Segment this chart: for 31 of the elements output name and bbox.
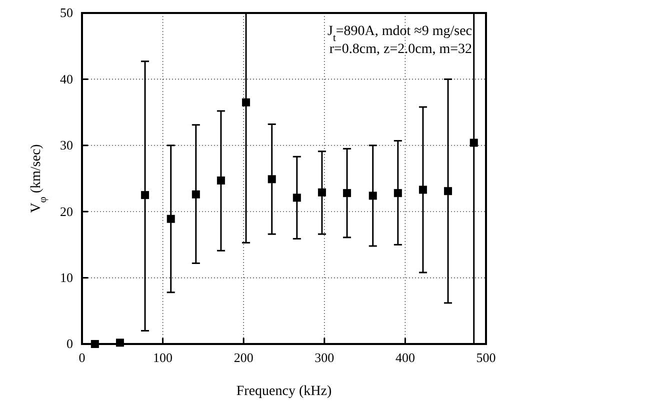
- y-tick-label: 50: [60, 5, 73, 20]
- annotation: r=0.8cm, z=2.0cm, m=32: [329, 42, 472, 57]
- point: [216, 176, 225, 184]
- point: [90, 340, 99, 348]
- point: [116, 338, 124, 347]
- point: [242, 98, 250, 106]
- point: [192, 190, 200, 198]
- point: [444, 187, 452, 196]
- point: [292, 194, 301, 202]
- annotation: J$_{t}$=890A, mdot ≈9 mg/sec: [328, 24, 472, 44]
- x-tick-label: 300: [314, 350, 334, 366]
- x-tick-label: 500: [476, 350, 496, 366]
- x-tick-label: 100: [153, 350, 173, 366]
- x-tick-label: 400: [395, 350, 415, 366]
- y-tick-label: 10: [60, 270, 73, 285]
- point: [318, 188, 326, 196]
- point: [141, 191, 150, 200]
- point: [470, 138, 478, 147]
- x-axis-title: Frequency (kHz): [236, 384, 332, 399]
- point: [343, 189, 352, 198]
- y-tick-label: 40: [60, 71, 73, 86]
- y-tick-label: 30: [60, 138, 73, 153]
- x-tick-label: 0: [78, 350, 86, 366]
- point: [418, 186, 427, 194]
- point: [394, 189, 402, 198]
- y-tick-label: 20: [60, 204, 73, 219]
- point: [368, 192, 377, 200]
- y-tick-label: 0: [66, 336, 73, 352]
- x-tick-label: 200: [234, 350, 254, 366]
- point: [268, 175, 276, 184]
- point: [166, 214, 175, 223]
